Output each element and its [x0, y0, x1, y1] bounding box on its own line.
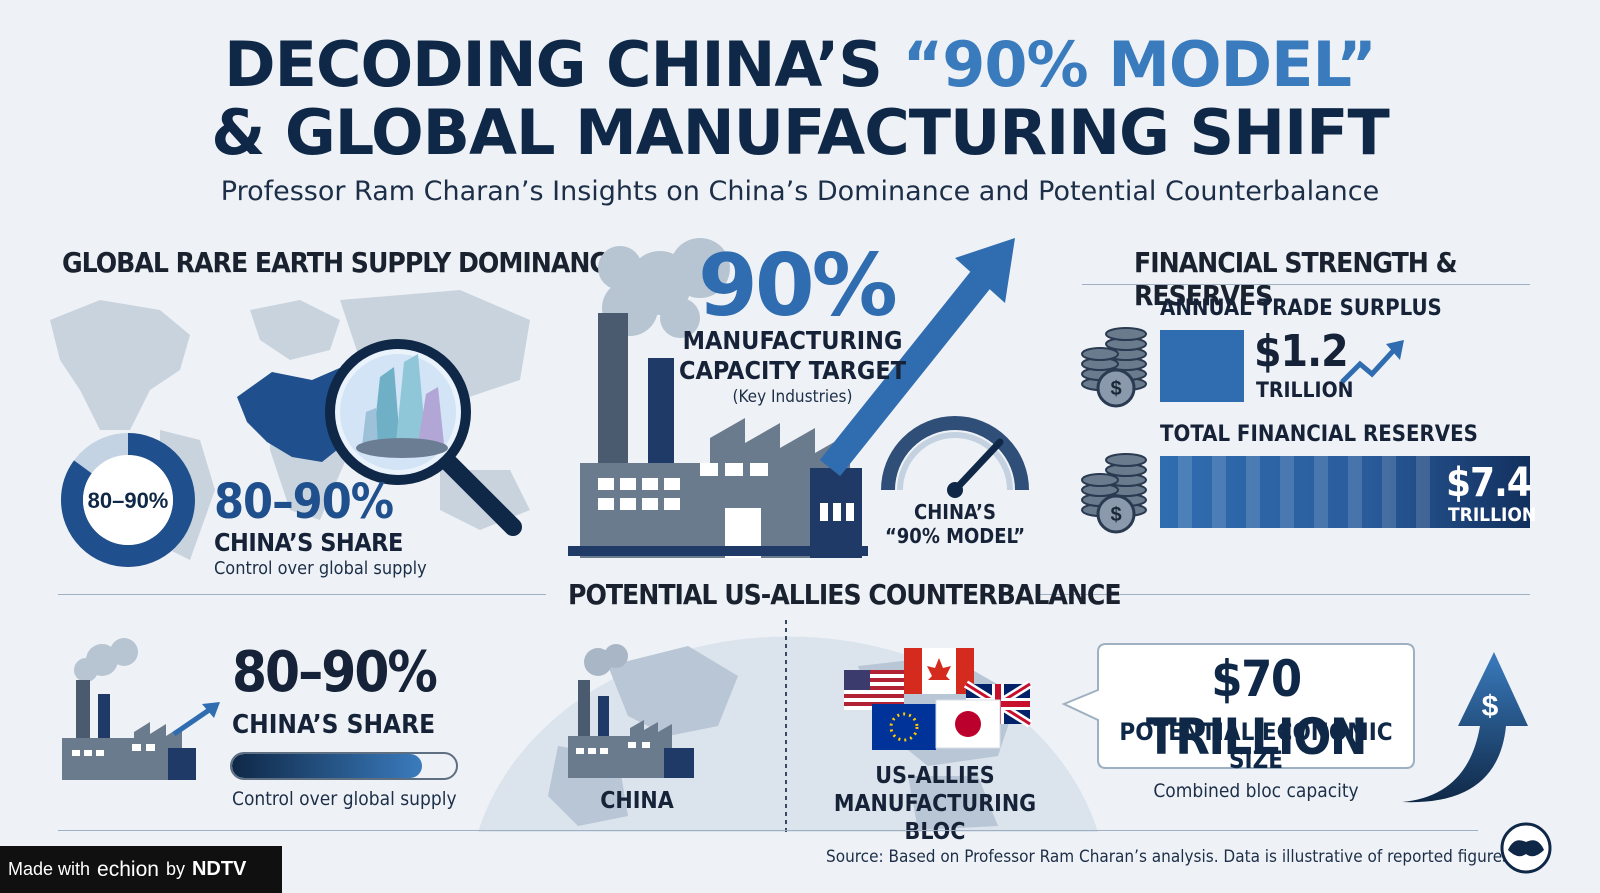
manufacturing-label: MANUFACTURING CAPACITY TARGET: [650, 326, 935, 386]
svg-text:$: $: [1482, 690, 1499, 723]
donut-arc: [61, 433, 195, 567]
surplus-label: ANNUAL TRADE SURPLUS: [1160, 296, 1442, 321]
counterbalance-divider-left: [58, 594, 546, 595]
reserves-label: TOTAL FINANCIAL RESERVES: [1160, 422, 1478, 447]
surplus-bar: [1160, 330, 1244, 402]
rare-earth-heading: GLOBAL RARE EARTH SUPPLY DOMINANCE: [62, 246, 624, 279]
trend-arrow-icon: [955, 238, 1015, 303]
made-with-text: Made with: [8, 859, 91, 879]
coin-stack-icon-2: $: [1081, 453, 1147, 534]
coin-stack-icon: $: [1081, 327, 1147, 408]
page-title-line2: & GLOBAL MANUFACTURING SHIFT: [211, 96, 1390, 169]
rare-earth-value: 80–90%: [214, 474, 394, 530]
made-with-badge[interactable]: Made with echion by NDTV: [0, 846, 282, 893]
share-progress-bar: [230, 752, 458, 780]
gauge-label: CHINA’S “90% MODEL”: [870, 500, 1040, 548]
gauge-label-line2: “90% MODEL”: [884, 524, 1026, 548]
title-prefix: DECODING CHINA’S: [224, 28, 903, 101]
manufacturing-label-line1: MANUFACTURING: [682, 326, 903, 355]
bloc-label-line2: MANUFACTURING BLOC: [833, 791, 1037, 845]
rare-earth-caption: Control over global supply: [214, 558, 427, 579]
manufacturing-label-line2: CAPACITY TARGET: [678, 356, 907, 385]
surplus-value: $1.2: [1254, 326, 1349, 377]
manufacturing-value: 90%: [698, 236, 898, 336]
econ-value: $70 TRILLION: [1146, 650, 1367, 766]
bloc-label-line1: US-ALLIES: [875, 763, 995, 789]
econ-label: POTENTIAL ECONOMIC SIZE: [1119, 718, 1393, 774]
reserves-unit: TRILLION: [1448, 504, 1537, 526]
source-note: Source: Based on Professor Ram Charan’s …: [826, 847, 1515, 867]
svg-text:$: $: [1110, 504, 1121, 526]
gauge-icon: [881, 416, 1029, 498]
surplus-unit: TRILLION: [1256, 378, 1354, 402]
magnifier-crystal-icon: [325, 339, 522, 536]
counter-china-caption: Control over global supply: [232, 788, 457, 810]
echion-logo-icon[interactable]: [1494, 820, 1558, 874]
china-factory-icon: [568, 644, 694, 778]
counterbalance-heading: POTENTIAL US-ALLIES COUNTERBALANCE: [568, 578, 1122, 611]
factory-icon: [568, 238, 1015, 558]
svg-text:$: $: [1110, 378, 1121, 400]
bloc-label: US-ALLIES MANUFACTURING BLOC: [820, 762, 1050, 846]
counterbalance-divider-right: [1040, 594, 1530, 595]
china-label: CHINA: [600, 788, 674, 814]
gauge-label-line1: CHINA’S: [914, 500, 996, 524]
share-progress-fill: [232, 754, 423, 778]
by-text: by: [165, 859, 185, 879]
flags-icon: [844, 648, 1033, 750]
econ-callout-frame: [1061, 643, 1415, 769]
rare-earth-share-label: CHINA’S SHARE: [214, 528, 403, 557]
counter-china-share-label: CHINA’S SHARE: [232, 710, 436, 740]
reserves-value: $7.4: [1446, 460, 1532, 506]
page-subtitle: Professor Ram Charan’s Insights on China…: [220, 176, 1380, 207]
title-highlight: “90% MODEL”: [902, 28, 1377, 101]
factory-small-icon: [62, 638, 220, 780]
counter-china-value: 80–90%: [232, 640, 438, 705]
econ-caption: Combined bloc capacity: [1153, 780, 1359, 802]
share-donut-chart: 80–90%: [61, 433, 195, 567]
donut-label: 80–90%: [88, 488, 169, 513]
dollar-arrow-icon: $: [1402, 652, 1528, 803]
financial-divider: [1082, 284, 1530, 285]
echion-brand: echion: [97, 857, 159, 881]
page-title-line1: DECODING CHINA’S “90% MODEL”: [0, 28, 1600, 101]
ndtv-brand: NDTV: [191, 858, 247, 880]
manufacturing-note: (Key Industries): [732, 387, 853, 407]
trend-arrow-small-icon: [1340, 340, 1404, 384]
reserves-bar: [1160, 456, 1530, 528]
footer-divider: [58, 830, 1478, 831]
